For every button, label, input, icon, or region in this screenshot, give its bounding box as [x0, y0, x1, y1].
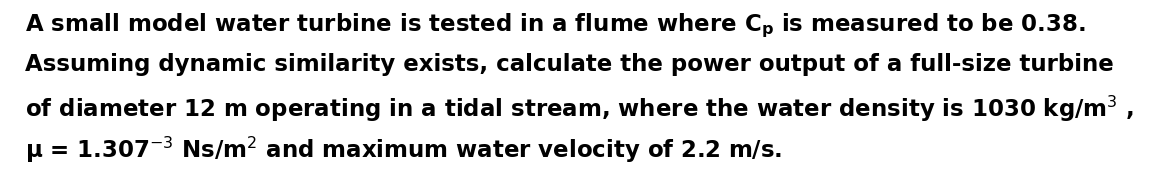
Text: A small model water turbine is tested in a flume where $\mathbf{C_p}$ is measure: A small model water turbine is tested in…: [25, 12, 1086, 40]
Text: Assuming dynamic similarity exists, calculate the power output of a full-size tu: Assuming dynamic similarity exists, calc…: [25, 53, 1113, 76]
Text: of diameter 12 m operating in a tidal stream, where the water density is 1030 kg: of diameter 12 m operating in a tidal st…: [25, 94, 1134, 124]
Text: $\mathbf{\mu}$ = 1.307$^{-3}$ Ns/m$^2$ and maximum water velocity of 2.2 m/s.: $\mathbf{\mu}$ = 1.307$^{-3}$ Ns/m$^2$ a…: [25, 135, 782, 165]
